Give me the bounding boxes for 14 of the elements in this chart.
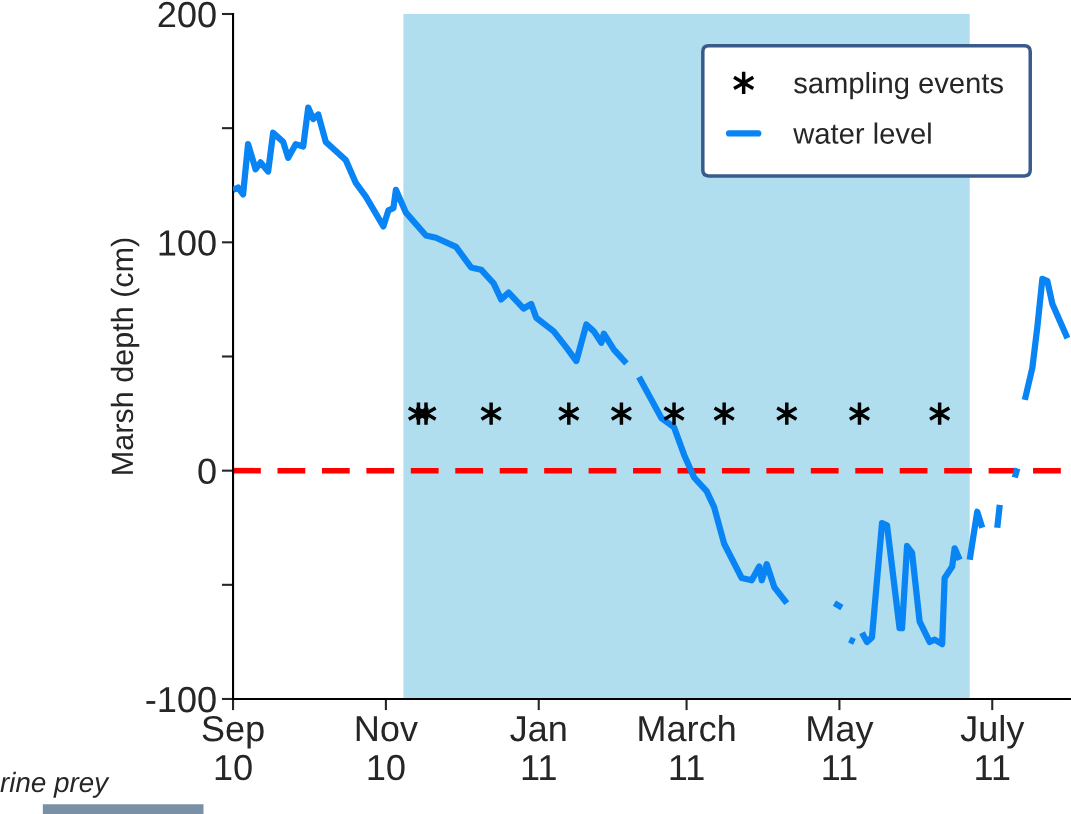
x-tick-label: Jan 11 bbox=[510, 716, 566, 781]
x-tick-label: March 11 bbox=[639, 714, 735, 781]
y-tick-label: 100 bbox=[159, 230, 216, 256]
x-tick-label: May 11 bbox=[808, 716, 874, 781]
x-tick-label: July 11 bbox=[960, 714, 1025, 781]
legend-label: sampling events bbox=[794, 71, 1003, 100]
y-tick-label: -100 bbox=[146, 686, 216, 713]
y-tick-label: 200 bbox=[158, 1, 216, 28]
x-tick-label: Sep 10 bbox=[202, 715, 264, 781]
legend-label: water level bbox=[793, 122, 931, 144]
y-tick-label: 0 bbox=[198, 458, 216, 485]
x-tick-label: Nov 10 bbox=[356, 716, 418, 781]
text: rine prey bbox=[0, 771, 110, 798]
y-axis-title: Marsh depth (cm) bbox=[110, 238, 140, 474]
